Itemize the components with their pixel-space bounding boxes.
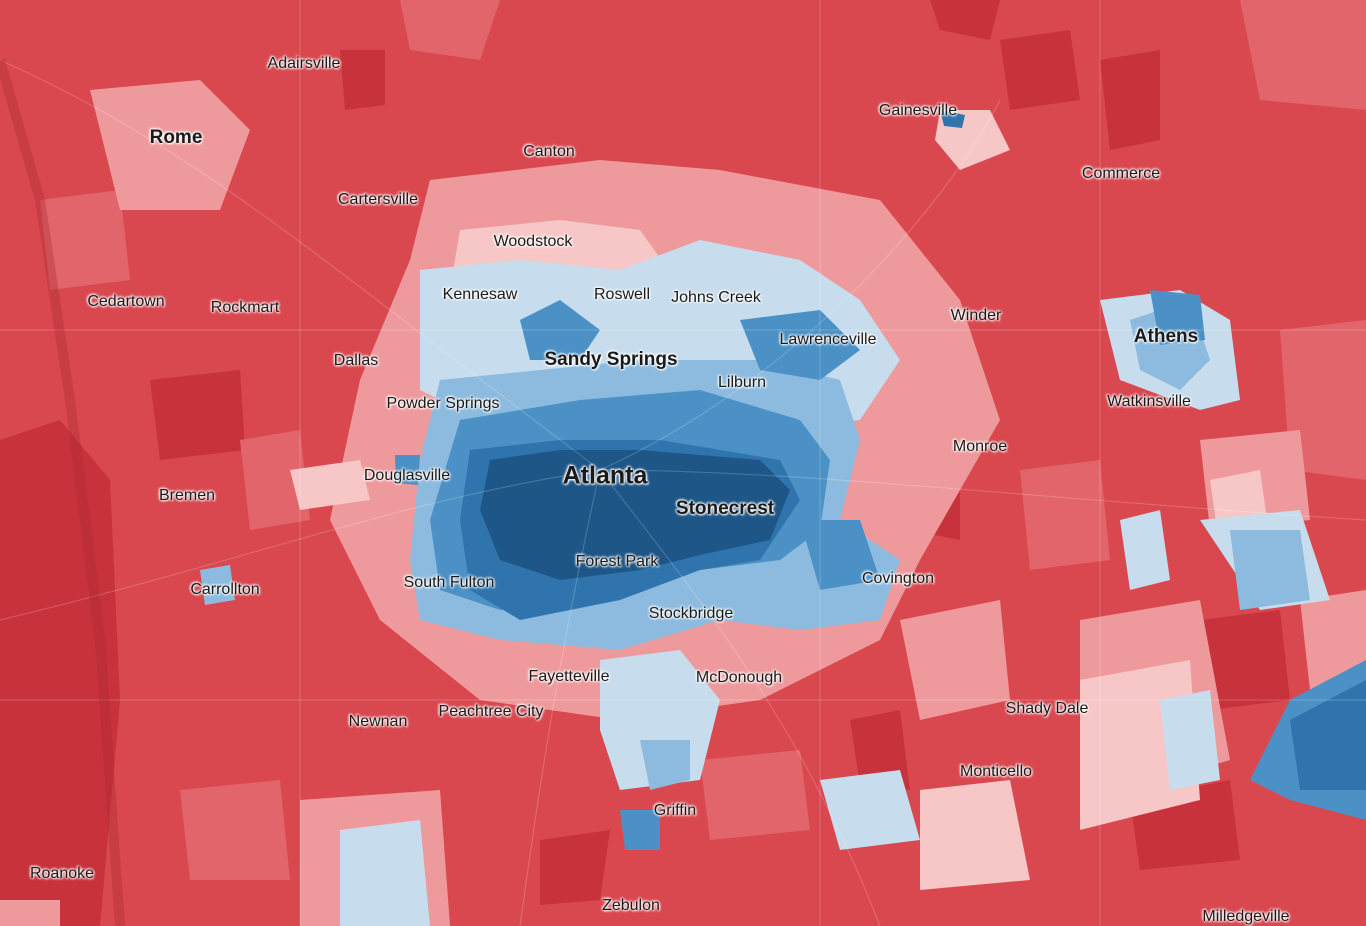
place-label-adairsville: Adairsville — [267, 55, 341, 72]
place-label-monticello: Monticello — [959, 763, 1033, 780]
place-label-bremen: Bremen — [158, 487, 216, 504]
place-label-watkinsville: Watkinsville — [1107, 393, 1191, 410]
place-label-woodstock: Woodstock — [493, 233, 573, 250]
place-label-shady-dale: Shady Dale — [1005, 700, 1089, 717]
place-label-gainesville: Gainesville — [878, 102, 958, 119]
place-label-powder-springs: Powder Springs — [386, 395, 500, 412]
place-label-stockbridge: Stockbridge — [648, 605, 734, 622]
place-label-forest-park: Forest Park — [575, 553, 659, 570]
place-label-roanoke: Roanoke — [29, 865, 95, 882]
place-label-stonecrest: Stonecrest — [675, 498, 775, 519]
place-label-mcdonough: McDonough — [695, 669, 783, 686]
place-label-rockmart: Rockmart — [210, 299, 280, 316]
place-label-douglasville: Douglasville — [363, 467, 451, 484]
place-label-newnan: Newnan — [348, 713, 408, 730]
place-label-dallas: Dallas — [333, 352, 379, 369]
place-label-griffin: Griffin — [653, 802, 697, 819]
place-label-winder: Winder — [950, 307, 1002, 324]
place-label-south-fulton: South Fulton — [403, 574, 495, 591]
place-label-lawrenceville: Lawrenceville — [779, 331, 877, 348]
place-label-covington: Covington — [861, 570, 935, 587]
place-label-sandy-springs: Sandy Springs — [544, 349, 678, 370]
place-label-lilburn: Lilburn — [717, 374, 767, 391]
place-label-peachtree-city: Peachtree City — [438, 703, 544, 720]
place-label-kennesaw: Kennesaw — [442, 286, 518, 303]
place-label-athens: Athens — [1133, 326, 1199, 347]
place-label-commerce: Commerce — [1081, 165, 1161, 182]
place-label-carrollton: Carrollton — [190, 581, 260, 598]
place-label-johns-creek: Johns Creek — [671, 289, 761, 306]
place-label-zebulon: Zebulon — [602, 897, 660, 914]
place-label-roswell: Roswell — [593, 286, 651, 303]
place-label-milledgeville: Milledgeville — [1202, 908, 1290, 925]
place-label-canton: Canton — [523, 143, 575, 160]
place-label-rome: Rome — [149, 127, 203, 148]
place-label-cedartown: Cedartown — [87, 293, 165, 310]
place-label-cartersville: Cartersville — [337, 191, 419, 208]
place-label-atlanta: Atlanta — [562, 461, 648, 490]
place-label-fayetteville: Fayetteville — [528, 668, 610, 685]
place-label-monroe: Monroe — [952, 438, 1008, 455]
